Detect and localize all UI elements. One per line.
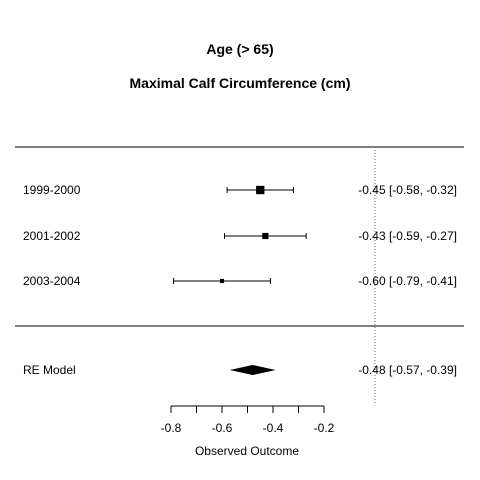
chart-subtitle: Maximal Calf Circumference (cm) — [130, 75, 351, 91]
point-estimate-marker — [219, 278, 225, 284]
point-estimate-marker — [256, 185, 265, 195]
ci-text: -0.43 [-0.59, -0.27] — [358, 229, 457, 243]
x-tick-label: -0.6 — [212, 421, 233, 435]
study-label: 1999-2000 — [23, 183, 81, 197]
x-axis-label: Observed Outcome — [195, 444, 299, 458]
chart-title: Age (> 65) — [206, 41, 273, 57]
summary-diamond — [229, 365, 276, 375]
x-tick-label: -0.8 — [161, 421, 182, 435]
x-tick-label: -0.4 — [263, 421, 284, 435]
study-label: 2001-2002 — [23, 229, 81, 243]
study-rows: 1999-2000 -0.45 [-0.58, -0.32] 2001-2002 -0… — [23, 183, 457, 288]
summary-ci-text: -0.48 [-0.57, -0.39] — [358, 363, 457, 377]
ci-text: -0.45 [-0.58, -0.32] — [358, 183, 457, 197]
summary-label: RE Model — [23, 363, 76, 377]
ci-text: -0.60 [-0.79, -0.41] — [358, 274, 457, 288]
point-estimate-marker — [262, 232, 269, 240]
study-label: 2003-2004 — [23, 274, 81, 288]
summary-row: RE Model -0.48 [-0.57, -0.39] — [23, 363, 457, 377]
x-axis: -0.8 -0.6 -0.4 -0.2 — [161, 405, 335, 435]
x-tick-label: -0.2 — [314, 421, 335, 435]
